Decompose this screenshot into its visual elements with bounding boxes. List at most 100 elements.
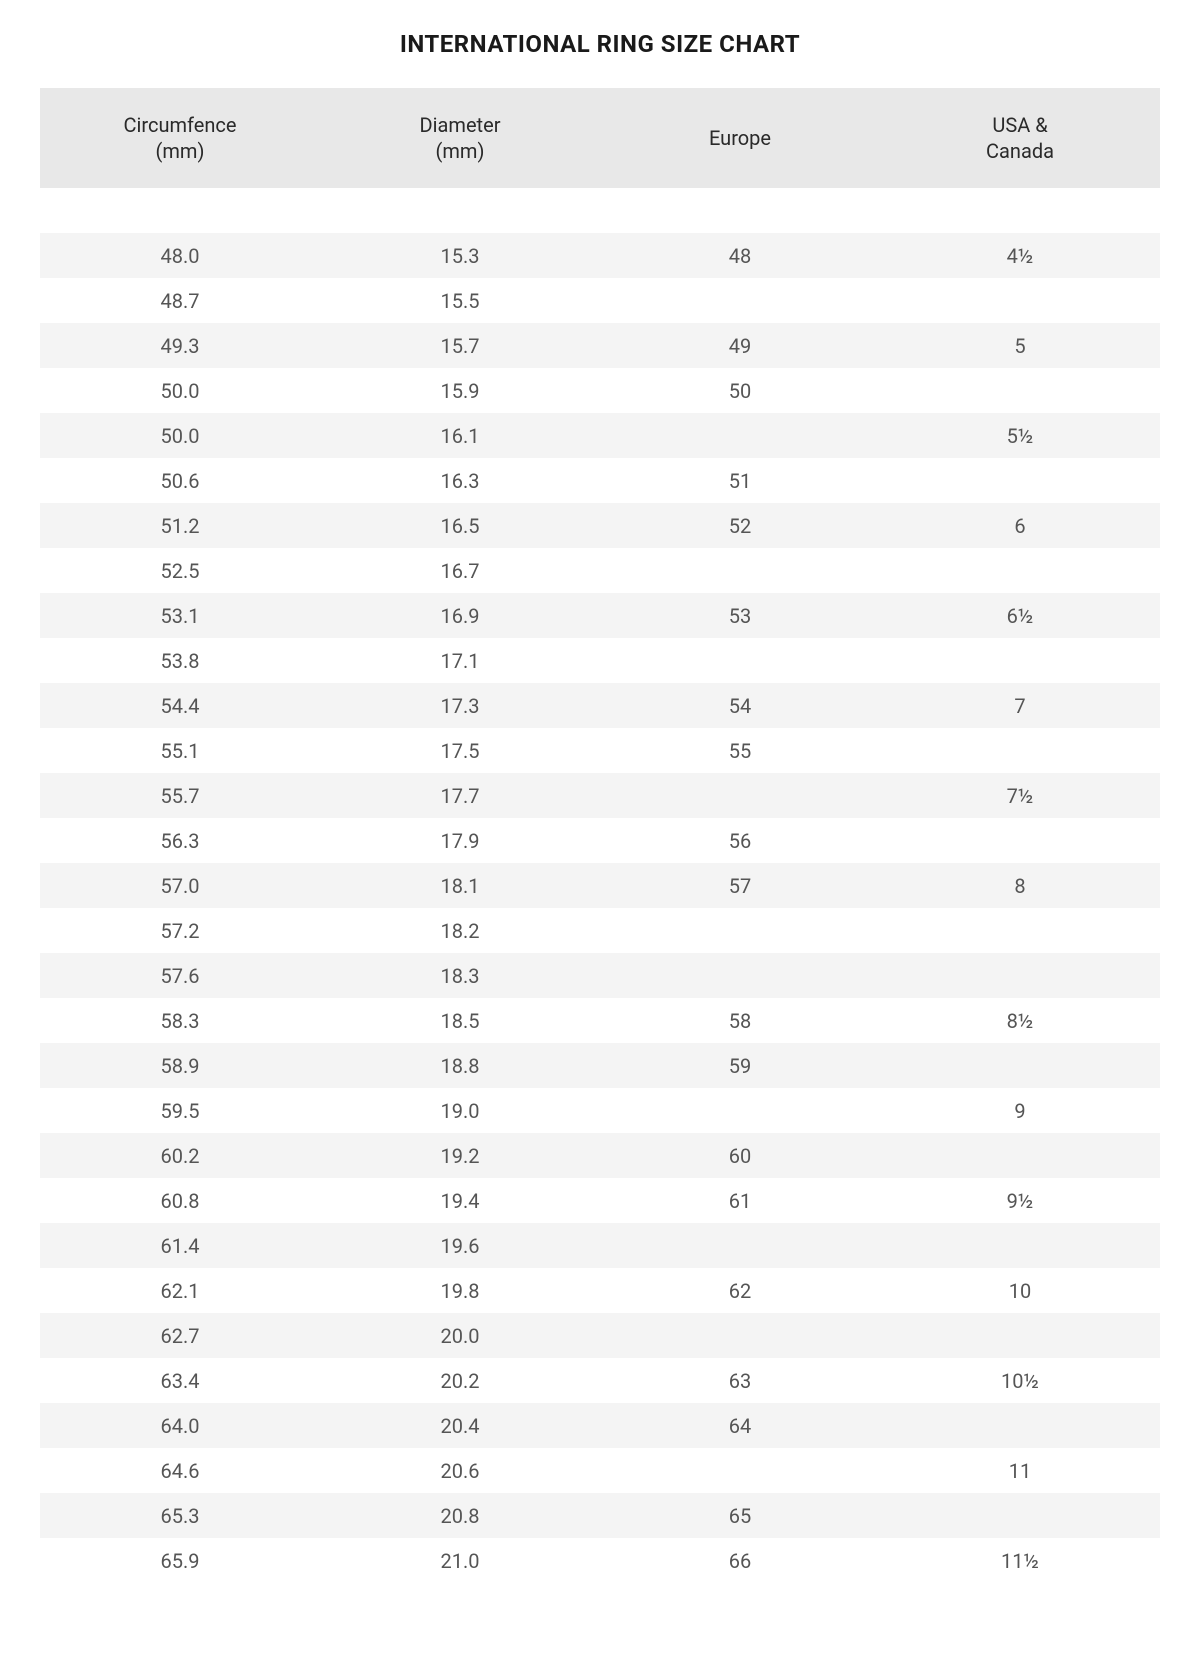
table-row: 56.317.956 (40, 818, 1160, 863)
table-row: 60.819.4619½ (40, 1178, 1160, 1223)
table-row: 64.620.611 (40, 1448, 1160, 1493)
table-cell: 21.0 (320, 1538, 600, 1583)
table-header-row: Circumfence(mm) Diameter(mm) Europe USA … (40, 88, 1160, 188)
table-cell: 53 (600, 593, 880, 638)
table-row: 54.417.3547 (40, 683, 1160, 728)
table-cell: 60.8 (40, 1178, 320, 1223)
table-cell: 17.9 (320, 818, 600, 863)
table-cell: 16.9 (320, 593, 600, 638)
table-cell: 50.0 (40, 413, 320, 458)
table-cell: 15.3 (320, 233, 600, 278)
table-cell: 65.3 (40, 1493, 320, 1538)
table-cell: 15.7 (320, 323, 600, 368)
table-cell: 48.0 (40, 233, 320, 278)
table-header: Circumfence(mm) Diameter(mm) Europe USA … (40, 88, 1160, 188)
table-row: 55.117.555 (40, 728, 1160, 773)
table-cell (880, 368, 1160, 413)
table-cell: 48 (600, 233, 880, 278)
table-cell: 18.1 (320, 863, 600, 908)
table-cell: 19.8 (320, 1268, 600, 1313)
table-row: 49.315.7495 (40, 323, 1160, 368)
table-cell: 57.6 (40, 953, 320, 998)
table-body: 48.015.3484½48.715.549.315.749550.015.95… (40, 188, 1160, 1583)
table-cell: 59 (600, 1043, 880, 1088)
table-cell: 55.7 (40, 773, 320, 818)
table-row: 63.420.26310½ (40, 1358, 1160, 1403)
table-cell: 16.5 (320, 503, 600, 548)
table-cell: 8 (880, 863, 1160, 908)
table-cell (880, 1313, 1160, 1358)
table-cell: 62.1 (40, 1268, 320, 1313)
table-cell: 18.3 (320, 953, 600, 998)
table-cell (880, 1403, 1160, 1448)
table-cell: 5 (880, 323, 1160, 368)
table-cell: 51 (600, 458, 880, 503)
table-cell: 64.0 (40, 1403, 320, 1448)
page-title: INTERNATIONAL RING SIZE CHART (40, 30, 1160, 58)
table-cell: 60 (600, 1133, 880, 1178)
table-row: 48.015.3484½ (40, 233, 1160, 278)
table-cell (600, 638, 880, 683)
table-row: 60.219.260 (40, 1133, 1160, 1178)
table-spacer-row (40, 188, 1160, 233)
table-row: 65.320.865 (40, 1493, 1160, 1538)
table-cell: 6 (880, 503, 1160, 548)
table-cell (880, 638, 1160, 683)
table-cell: 55.1 (40, 728, 320, 773)
table-cell (600, 953, 880, 998)
table-cell: 53.1 (40, 593, 320, 638)
table-cell: 56.3 (40, 818, 320, 863)
table-cell: 61 (600, 1178, 880, 1223)
col-header-diameter: Diameter(mm) (320, 88, 600, 188)
table-cell (880, 1493, 1160, 1538)
table-cell: 54.4 (40, 683, 320, 728)
table-cell: 59.5 (40, 1088, 320, 1133)
col-header-usa-canada: USA &Canada (880, 88, 1160, 188)
table-row: 61.419.6 (40, 1223, 1160, 1268)
table-cell: 53.8 (40, 638, 320, 683)
table-cell: 15.9 (320, 368, 600, 413)
table-cell: 4½ (880, 233, 1160, 278)
table-cell: 57.2 (40, 908, 320, 953)
table-row: 57.018.1578 (40, 863, 1160, 908)
table-cell (600, 773, 880, 818)
table-cell: 18.8 (320, 1043, 600, 1088)
table-cell: 49 (600, 323, 880, 368)
table-cell: 20.2 (320, 1358, 600, 1403)
table-row: 62.119.86210 (40, 1268, 1160, 1313)
ring-size-table: Circumfence(mm) Diameter(mm) Europe USA … (40, 88, 1160, 1583)
table-row: 59.519.09 (40, 1088, 1160, 1133)
table-cell: 56 (600, 818, 880, 863)
table-cell: 7 (880, 683, 1160, 728)
table-row: 48.715.5 (40, 278, 1160, 323)
table-cell (600, 413, 880, 458)
table-cell: 58 (600, 998, 880, 1043)
table-cell: 57 (600, 863, 880, 908)
table-cell: 16.1 (320, 413, 600, 458)
table-cell (880, 728, 1160, 773)
table-cell: 58.3 (40, 998, 320, 1043)
table-row: 53.817.1 (40, 638, 1160, 683)
table-cell (600, 548, 880, 593)
table-cell: 64 (600, 1403, 880, 1448)
table-cell (600, 908, 880, 953)
table-cell: 64.6 (40, 1448, 320, 1493)
table-cell: 11½ (880, 1538, 1160, 1583)
table-cell: 54 (600, 683, 880, 728)
table-cell (880, 1043, 1160, 1088)
table-cell: 48.7 (40, 278, 320, 323)
table-cell (880, 548, 1160, 593)
table-cell (600, 1223, 880, 1268)
table-cell: 16.7 (320, 548, 600, 593)
table-cell: 19.0 (320, 1088, 600, 1133)
table-cell (600, 1448, 880, 1493)
table-cell: 20.8 (320, 1493, 600, 1538)
table-row: 50.016.15½ (40, 413, 1160, 458)
table-cell: 9½ (880, 1178, 1160, 1223)
table-cell (880, 908, 1160, 953)
table-row: 57.218.2 (40, 908, 1160, 953)
table-cell: 65 (600, 1493, 880, 1538)
table-cell: 20.0 (320, 1313, 600, 1358)
table-cell: 17.3 (320, 683, 600, 728)
table-row: 50.015.950 (40, 368, 1160, 413)
